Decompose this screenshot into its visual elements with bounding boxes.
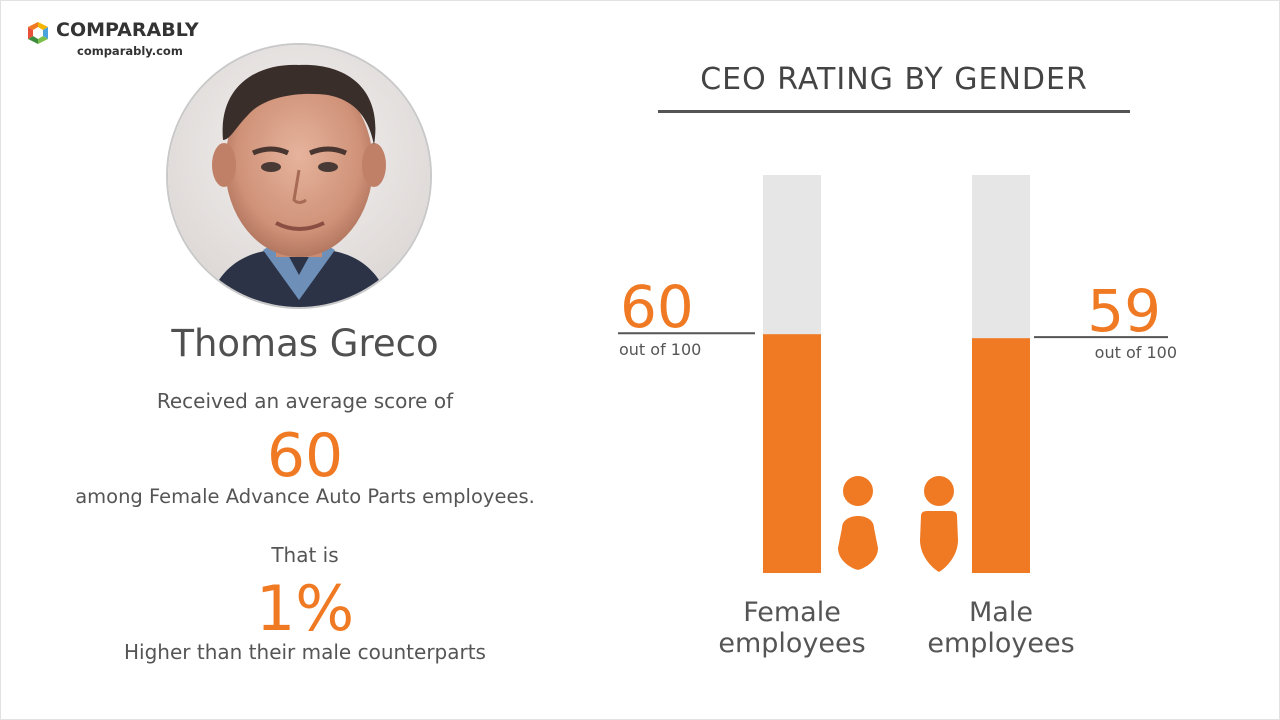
female-person-icon-head <box>843 476 873 506</box>
score-context-text: among Female Advance Auto Parts employee… <box>75 485 535 508</box>
bar-2 <box>972 338 1030 573</box>
value-label-2: 59 <box>1087 277 1161 345</box>
ceo-photo <box>166 43 432 309</box>
value-label-1: 60 <box>620 273 694 341</box>
comparison-context-text: Higher than their male counterparts <box>124 640 486 664</box>
average-score: 60 <box>266 421 344 491</box>
value-sublabel-2: out of 100 <box>1095 343 1177 362</box>
difference-percent: 1% <box>255 572 355 645</box>
male-person-icon-head <box>924 476 954 506</box>
score-intro-text: Received an average score of <box>156 389 454 413</box>
comparably-logo-icon <box>28 22 48 44</box>
brand-url: comparably.com <box>77 44 183 58</box>
category-label-2-line-2: employees <box>927 628 1074 659</box>
bar-1 <box>763 334 821 573</box>
category-label-2-line-1: Male <box>969 597 1033 628</box>
comparison-intro-text: That is <box>271 543 339 567</box>
value-sublabel-1: out of 100 <box>619 340 701 359</box>
chart-title: CEO RATING BY GENDER <box>700 62 1088 97</box>
chart-title-underline <box>658 110 1130 113</box>
category-label-1-line-2: employees <box>718 628 865 659</box>
male-person-icon <box>920 511 958 572</box>
brand-name: COMPARABLY <box>56 19 199 41</box>
comparably-logo: COMPARABLY comparably.com <box>24 18 224 62</box>
ceo-portrait-image <box>168 45 430 307</box>
category-label-1-line-1: Female <box>743 597 841 628</box>
female-person-icon <box>838 516 878 570</box>
ceo-name: Thomas Greco <box>171 322 439 365</box>
